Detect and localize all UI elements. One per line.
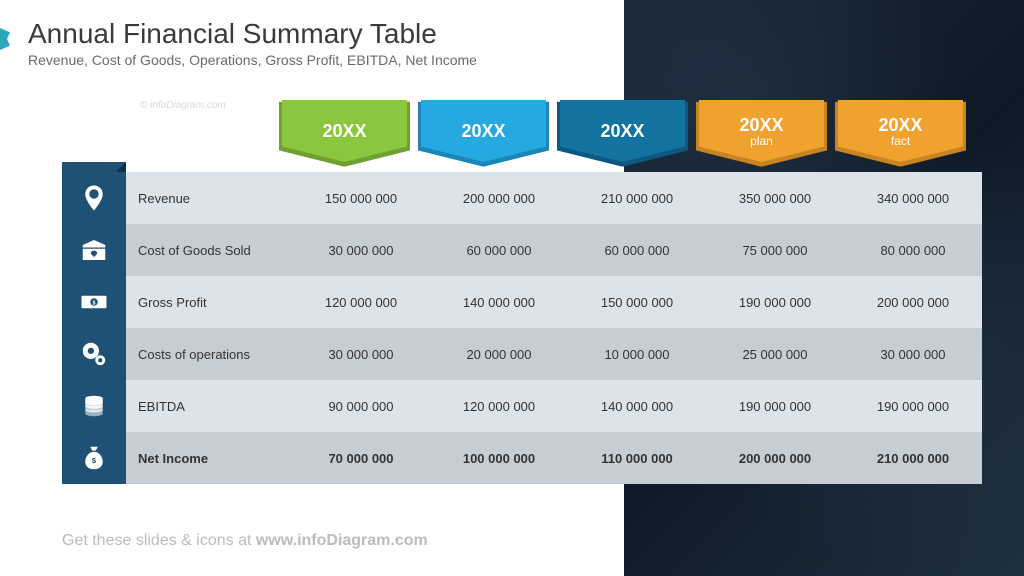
data-cell: 75 000 000 (706, 224, 844, 276)
data-cell: 25 000 000 (706, 328, 844, 380)
data-cell: 90 000 000 (292, 380, 430, 432)
row-label: Net Income (126, 432, 292, 484)
icon-column: $ $ $ $ (62, 172, 126, 484)
data-cell: 200 000 000 (706, 432, 844, 484)
data-cell: 190 000 000 (844, 380, 982, 432)
svg-text:$: $ (92, 251, 96, 258)
data-cell: 140 000 000 (430, 276, 568, 328)
coins-icon (62, 380, 126, 432)
accent-bar (0, 28, 10, 50)
row-label: Cost of Goods Sold (126, 224, 292, 276)
year-tabs-row: 20XX 20XX 20XX 20XX plan 20XX fact (282, 100, 963, 162)
box-dollar-icon: $ (62, 224, 126, 276)
footer-brand: www.infoDiagram.com (256, 532, 428, 549)
data-cell: 10 000 000 (568, 328, 706, 380)
data-cell: 350 000 000 (706, 172, 844, 224)
row-label: EBITDA (126, 380, 292, 432)
data-cell: 120 000 000 (430, 380, 568, 432)
data-grid: Revenue150 000 000200 000 000210 000 000… (126, 172, 982, 484)
year-label: 20XX (461, 121, 505, 142)
year-tab-4: 20XX fact (838, 100, 963, 162)
year-tab-0: 20XX (282, 100, 407, 162)
data-cell: 70 000 000 (292, 432, 430, 484)
year-tab-1: 20XX (421, 100, 546, 162)
data-cell: 200 000 000 (430, 172, 568, 224)
data-cell: 210 000 000 (844, 432, 982, 484)
year-tab-3: 20XX plan (699, 100, 824, 162)
gears-icon (62, 328, 126, 380)
data-cell: 150 000 000 (568, 276, 706, 328)
data-cell: 20 000 000 (430, 328, 568, 380)
year-sublabel: plan (750, 134, 773, 148)
data-cell: 340 000 000 (844, 172, 982, 224)
year-label: 20XX (739, 115, 783, 136)
data-cell: 150 000 000 (292, 172, 430, 224)
page-header: Annual Financial Summary Table Revenue, … (28, 18, 477, 68)
year-label: 20XX (600, 121, 644, 142)
moneybag-icon: $ (62, 432, 126, 484)
year-tab-2: 20XX (560, 100, 685, 162)
row-label: Gross Profit (126, 276, 292, 328)
data-cell: 110 000 000 (568, 432, 706, 484)
page-title: Annual Financial Summary Table (28, 18, 477, 50)
data-cell: 60 000 000 (430, 224, 568, 276)
year-label: 20XX (322, 121, 366, 142)
data-cell: 80 000 000 (844, 224, 982, 276)
data-cell: 210 000 000 (568, 172, 706, 224)
cash-dollar-icon: $ (62, 276, 126, 328)
data-cell: 30 000 000 (292, 328, 430, 380)
data-cell: 30 000 000 (292, 224, 430, 276)
data-cell: 190 000 000 (706, 276, 844, 328)
footer-prefix: Get these slides & icons at (62, 532, 256, 549)
svg-text:$: $ (92, 191, 96, 198)
data-cell: 120 000 000 (292, 276, 430, 328)
summary-table: $$$$ Revenue150 000 000200 000 000210 00… (62, 172, 982, 484)
footer-text: Get these slides & icons at www.infoDiag… (62, 532, 428, 550)
data-cell: 190 000 000 (706, 380, 844, 432)
year-label: 20XX (878, 115, 922, 136)
pin-dollar-icon: $ (62, 172, 126, 224)
year-sublabel: fact (891, 134, 910, 148)
data-cell: 30 000 000 (844, 328, 982, 380)
data-cell: 100 000 000 (430, 432, 568, 484)
data-cell: 60 000 000 (568, 224, 706, 276)
row-label: Costs of operations (126, 328, 292, 380)
page-subtitle: Revenue, Cost of Goods, Operations, Gros… (28, 52, 477, 68)
watermark-text: © infoDiagram.com (140, 100, 226, 111)
data-cell: 140 000 000 (568, 380, 706, 432)
row-label: Revenue (126, 172, 292, 224)
data-cell: 200 000 000 (844, 276, 982, 328)
svg-text:$: $ (93, 300, 96, 306)
